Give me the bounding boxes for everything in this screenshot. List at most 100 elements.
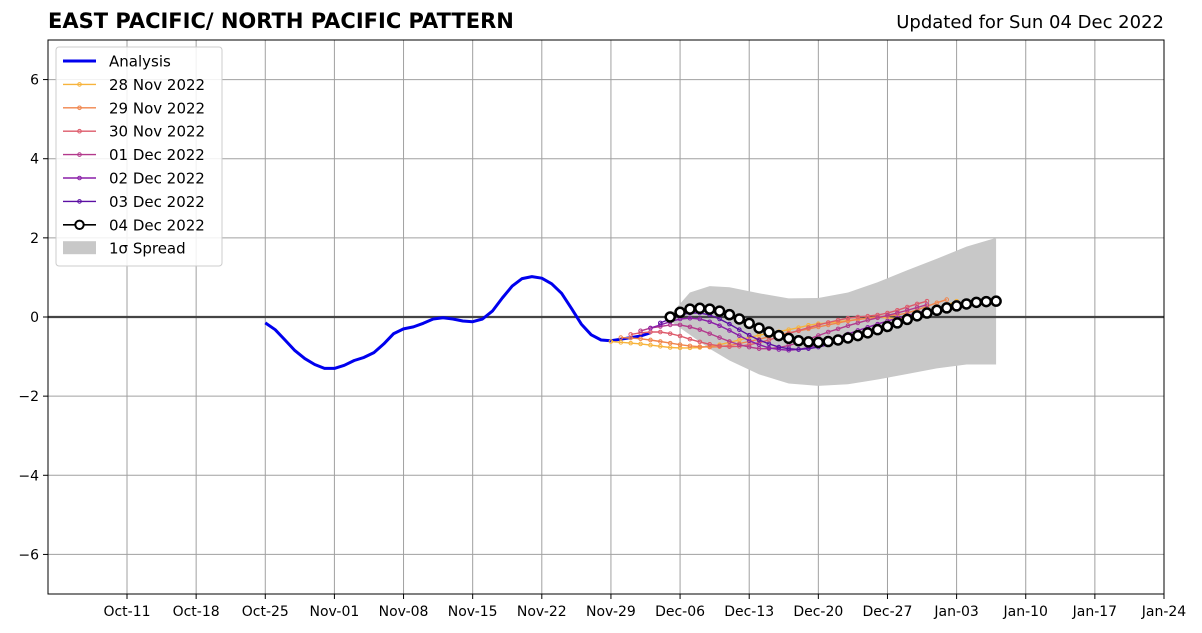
legend-marker xyxy=(77,82,82,87)
legend-box xyxy=(55,46,223,267)
forecast-point xyxy=(697,316,703,322)
series-lines xyxy=(264,275,1002,370)
legend-item: 30 Nov 2022 xyxy=(63,123,205,141)
forecast-point xyxy=(895,307,900,313)
analysis-line xyxy=(264,275,651,370)
x-tick-label: Nov-08 xyxy=(379,604,429,620)
forecast-point xyxy=(931,304,943,317)
x-tick-label: Jan-10 xyxy=(1003,604,1048,620)
forecast-point xyxy=(904,307,910,313)
forecast-point xyxy=(901,313,913,326)
forecast-point xyxy=(658,329,663,335)
forecast-point xyxy=(743,317,755,330)
forecast-point xyxy=(756,342,762,348)
forecast-point xyxy=(861,327,874,339)
forecast-point xyxy=(697,344,703,349)
legend-label: 29 Nov 2022 xyxy=(109,99,205,117)
forecast-point xyxy=(825,329,831,335)
legend-label: 04 Dec 2022 xyxy=(109,216,205,234)
legend-swatch xyxy=(63,241,96,255)
forecast-point xyxy=(812,336,825,349)
forecast-point xyxy=(677,322,683,328)
forecast-point xyxy=(825,320,831,325)
forecast-point xyxy=(638,336,643,342)
forecast-point xyxy=(628,340,633,346)
forecast-point xyxy=(697,327,703,332)
forecast-point xyxy=(921,307,933,319)
forecast-point xyxy=(658,322,663,328)
legend-label: Analysis xyxy=(109,53,171,71)
forecast-point xyxy=(842,332,854,344)
forecast-point xyxy=(792,334,805,347)
forecast-point xyxy=(753,322,765,334)
forecast-point xyxy=(618,340,624,345)
forecast-point xyxy=(980,295,992,308)
forecast-point xyxy=(687,324,693,330)
legend-item: 28 Nov 2022 xyxy=(63,76,205,94)
forecast-point xyxy=(658,339,663,344)
forecast-point xyxy=(717,335,722,340)
forecast-point xyxy=(891,317,904,329)
legend-marker xyxy=(77,175,82,181)
forecast-point xyxy=(960,298,973,310)
legend-item: 02 Dec 2022 xyxy=(63,170,205,188)
forecast-point xyxy=(707,331,712,336)
forecast-point xyxy=(737,333,742,338)
forecast-point xyxy=(677,342,683,348)
forecast-point xyxy=(677,333,683,339)
forecast-series xyxy=(664,295,1002,349)
forecast-point xyxy=(746,332,752,338)
forecast-point xyxy=(648,337,653,343)
legend-item: 01 Dec 2022 xyxy=(63,146,205,164)
forecast-point xyxy=(944,297,950,302)
forecast-point xyxy=(832,334,844,346)
forecast-point xyxy=(911,310,923,322)
x-tick-label: Jan-03 xyxy=(933,604,978,620)
forecast-point xyxy=(638,330,643,336)
forecast-point xyxy=(822,335,834,348)
forecast-point xyxy=(687,315,693,321)
forecast-point xyxy=(895,310,900,316)
forecast-point xyxy=(845,318,851,324)
forecast-point xyxy=(648,325,653,331)
forecast-point xyxy=(855,314,861,320)
legend-item: 04 Dec 2022 xyxy=(63,216,205,234)
axis-ticks: Oct-11 Oct-18 Oct-25 Nov-01 Nov-08 Nov-15 Nov-… xyxy=(18,73,1186,620)
forecast-point xyxy=(881,320,894,333)
forecast-point xyxy=(733,313,746,325)
forecast-point xyxy=(855,320,861,326)
y-tick-label: −6 xyxy=(18,547,39,563)
x-tick-label: Nov-22 xyxy=(517,604,567,620)
y-tick-label: 4 xyxy=(30,152,39,168)
forecast-point xyxy=(618,335,624,340)
forecast-point xyxy=(727,339,732,344)
legend-marker xyxy=(77,105,82,111)
spread-band xyxy=(670,237,997,386)
forecast-point xyxy=(835,320,841,326)
x-tick-label: Oct-18 xyxy=(173,604,220,620)
forecast-point xyxy=(707,342,712,347)
forecast-point xyxy=(638,341,643,347)
forecast-point xyxy=(763,326,775,338)
forecast-point xyxy=(766,341,772,347)
legend-label: 01 Dec 2022 xyxy=(109,146,205,164)
forecast-point xyxy=(674,306,686,319)
forecast-point xyxy=(875,312,880,318)
forecast-point xyxy=(737,327,742,332)
legend-label: 03 Dec 2022 xyxy=(109,193,205,211)
forecast-point xyxy=(782,332,795,345)
x-tick-label: Oct-11 xyxy=(103,604,150,620)
x-tick-label: Nov-15 xyxy=(448,604,498,620)
forecast-point xyxy=(684,303,696,315)
forecast-point xyxy=(658,320,663,326)
spread-area xyxy=(670,237,997,386)
y-tick-label: −4 xyxy=(18,468,39,484)
forecast-point xyxy=(914,305,920,310)
forecast-point xyxy=(713,305,726,317)
legend-label: 1σ Spread xyxy=(109,240,186,258)
chart-title: EAST PACIFIC/ NORTH PACIFIC PATTERN xyxy=(48,9,514,33)
legend-item: 03 Dec 2022 xyxy=(63,193,205,211)
x-tick-label: Dec-13 xyxy=(724,604,774,620)
forecast-point xyxy=(845,323,851,329)
forecast-point xyxy=(796,347,801,352)
